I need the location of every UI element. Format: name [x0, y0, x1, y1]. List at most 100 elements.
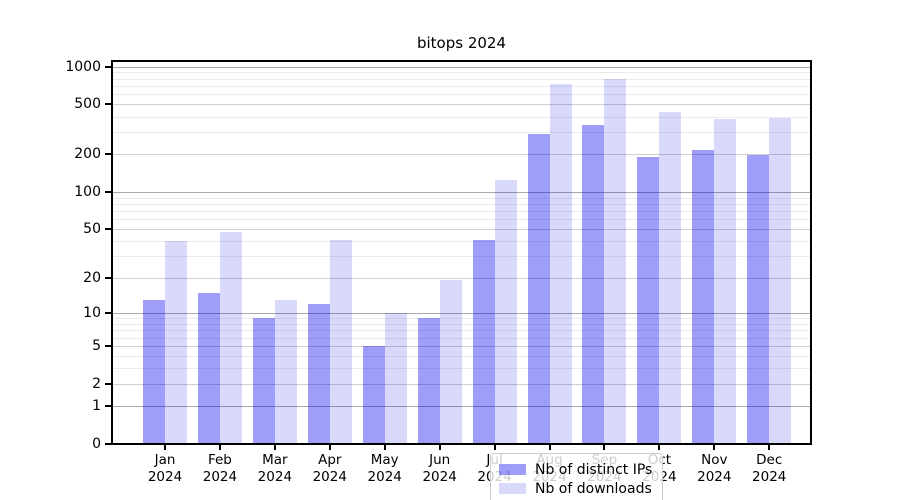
x-tick [658, 444, 661, 450]
gridline-minor [112, 318, 811, 320]
x-tick-label: May 2024 [350, 452, 420, 485]
gridline-minor [112, 356, 811, 358]
x-tick-label-month: Jun [429, 452, 451, 468]
gridline-minor [112, 94, 811, 96]
bar-nb-of-distinct-ips [472, 239, 495, 444]
y-tick-label: 1000 [65, 58, 101, 75]
bar-nb-of-downloads [549, 83, 572, 444]
bar-nb-of-distinct-ips [252, 318, 275, 444]
x-tick-label-month: Nov [701, 452, 728, 468]
x-tick [164, 444, 166, 450]
y-tick [105, 65, 111, 68]
gridline-major-pow10 [112, 406, 811, 408]
gridline-minor [112, 86, 811, 87]
bar-nb-of-distinct-ips [692, 150, 715, 444]
gridline-minor [112, 219, 811, 221]
x-tick-label-month: Mar [262, 452, 288, 468]
x-tick-label-month: Apr [318, 452, 342, 468]
bar-nb-of-downloads [384, 312, 407, 444]
y-tick [105, 153, 111, 156]
bar-nb-of-downloads [439, 280, 462, 444]
x-tick-label: Dec 2024 [734, 452, 804, 485]
x-tick-label-year: 2024 [367, 468, 402, 485]
bar-nb-of-downloads [714, 118, 737, 444]
y-tick [105, 443, 111, 445]
x-tick [768, 444, 771, 450]
bar-nb-of-downloads [165, 241, 187, 444]
gridline-major [112, 229, 811, 231]
y-tick-label: 500 [74, 96, 101, 113]
x-tick-label: Apr 2024 [295, 452, 365, 485]
bar-nb-of-downloads [219, 232, 242, 444]
legend-label-downloads: Nb of downloads [535, 480, 652, 497]
gridline-minor [112, 197, 811, 199]
gridline-minor [112, 368, 811, 370]
bar-nb-of-distinct-ips [307, 303, 330, 444]
gridline-major [112, 277, 811, 279]
gridline-major [112, 154, 811, 156]
gridline-major [112, 104, 811, 106]
gridline-minor [112, 116, 811, 118]
bar-nb-of-distinct-ips [637, 157, 660, 444]
bar-nb-of-distinct-ips [747, 154, 770, 444]
bar-nb-of-downloads [274, 299, 297, 444]
bar-nb-of-downloads [769, 117, 792, 444]
y-tick-label: 2 [92, 375, 101, 392]
y-tick-label: 5 [92, 338, 101, 355]
y-tick-label: 10 [83, 304, 101, 321]
y-tick [105, 276, 111, 279]
y-tick-label: 20 [83, 269, 101, 286]
x-tick [493, 444, 496, 450]
legend-item-downloads: Nb of downloads [499, 480, 652, 497]
x-tick [273, 444, 276, 450]
legend-item-distinct-ips: Nb of distinct IPs [499, 461, 652, 478]
x-tick [548, 444, 551, 450]
x-tick-label-month: May [370, 452, 399, 468]
x-tick-label: Feb 2024 [185, 452, 255, 485]
gridline-major [112, 346, 811, 348]
y-tick [105, 103, 111, 106]
y-tick [105, 228, 111, 231]
gridline-minor [112, 78, 811, 80]
gridline-minor [112, 337, 811, 339]
x-tick-label-year: 2024 [697, 468, 732, 485]
x-tick-label-year: 2024 [312, 468, 347, 485]
bar-nb-of-distinct-ips [362, 346, 385, 444]
gridline-major-pow10 [112, 66, 811, 68]
gridline-minor [112, 256, 811, 258]
x-tick-label: Jan 2024 [130, 452, 200, 485]
x-tick-label-month: Jan [154, 452, 176, 468]
x-tick [383, 444, 386, 450]
gridline-major-pow10 [112, 191, 811, 193]
legend-swatch-distinct-ips [499, 464, 526, 475]
y-tick-label: 1 [92, 398, 101, 415]
bar-nb-of-distinct-ips [197, 292, 220, 444]
bar-nb-of-downloads [494, 179, 517, 444]
x-tick [218, 444, 221, 450]
y-tick-label: 200 [74, 146, 101, 163]
plot-area: Nb of distinct IPs Nb of downloads [111, 60, 812, 500]
x-tick-label: Mar 2024 [240, 452, 310, 485]
y-tick-label: 0 [92, 436, 101, 452]
legend-label-distinct-ips: Nb of distinct IPs [535, 461, 653, 478]
gridline-minor [112, 132, 811, 134]
x-tick [713, 444, 716, 450]
bar-nb-of-downloads [329, 239, 352, 444]
x-tick [438, 444, 441, 450]
legend: Nb of distinct IPs Nb of downloads [490, 453, 664, 500]
y-tick [105, 405, 111, 408]
y-tick [105, 382, 111, 385]
x-tick-label-year: 2024 [147, 468, 183, 485]
legend-swatch-downloads [499, 483, 526, 494]
bar-nb-of-downloads [604, 78, 627, 444]
x-tick-label-year: 2024 [257, 468, 293, 485]
x-tick-label: Jun 2024 [405, 452, 475, 485]
x-tick-label-year: 2024 [422, 468, 457, 485]
y-tick-label: 50 [83, 221, 101, 238]
x-tick-label-month: Dec [756, 452, 783, 468]
gridline-minor [112, 241, 811, 243]
x-tick-label-year: 2024 [202, 468, 238, 485]
x-tick-label-year: 2024 [752, 468, 787, 485]
bar-nb-of-distinct-ips [417, 318, 440, 444]
